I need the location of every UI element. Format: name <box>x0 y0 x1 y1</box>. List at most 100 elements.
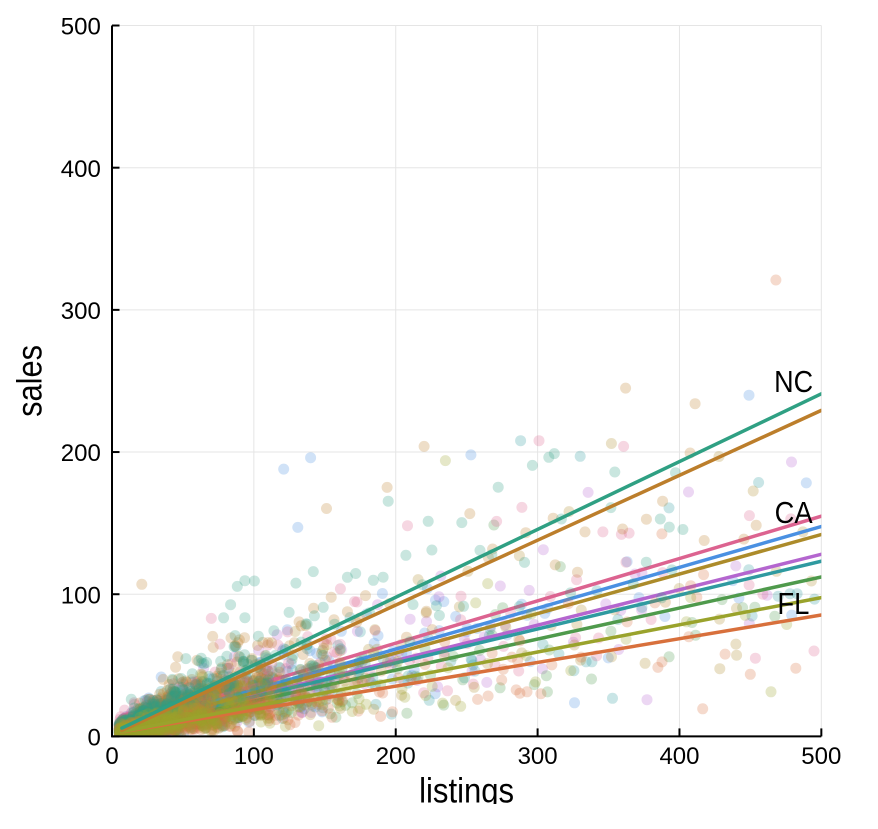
scatter-point <box>419 659 431 670</box>
scatter-point <box>496 674 508 686</box>
scatter-point <box>145 729 157 737</box>
scatter-point <box>535 688 547 700</box>
scatter-point <box>677 524 689 535</box>
scatter-point <box>772 590 784 602</box>
scatter-point <box>341 606 353 618</box>
scatter-point <box>786 456 797 468</box>
scatter-point <box>223 662 235 674</box>
scatter-point <box>273 710 285 721</box>
scatter-point <box>456 517 468 529</box>
scatter-point <box>200 722 212 734</box>
scatter-point <box>151 699 163 711</box>
scatter-point <box>225 599 237 611</box>
scatter-point <box>334 583 346 595</box>
scatter-point <box>645 614 657 625</box>
scatter-point <box>309 701 321 713</box>
scatter-point <box>321 503 332 514</box>
scatter-point <box>359 672 371 684</box>
x-tick-label: 0 <box>105 743 118 770</box>
scatter-point <box>204 673 216 685</box>
scatter-point <box>482 690 494 702</box>
scatter-point <box>159 694 171 706</box>
scatter-point <box>426 624 438 636</box>
scatter-point <box>737 602 749 614</box>
scatter-point <box>283 704 295 716</box>
scatter-point <box>119 712 130 724</box>
scatter-point <box>140 704 152 715</box>
scatter-point <box>209 666 221 678</box>
scatter-point <box>602 652 614 664</box>
scatter-point <box>146 701 158 713</box>
scatter-point <box>714 663 726 675</box>
scatter-point <box>353 693 365 705</box>
scatter-point <box>429 688 441 700</box>
scatter-point <box>554 561 566 573</box>
scatter-point <box>173 687 185 699</box>
scatter-point <box>334 667 346 679</box>
scatter-point <box>142 728 154 737</box>
scatter-point <box>128 698 140 710</box>
scatter-point <box>279 720 291 732</box>
scatter-point <box>597 526 609 538</box>
scatter-point <box>533 435 545 447</box>
scatter-point <box>697 703 709 715</box>
scatter-point <box>649 597 661 609</box>
y-tick-label: 200 <box>61 440 101 467</box>
scatter-point <box>304 709 316 721</box>
scatter-point <box>170 661 182 673</box>
scatter-point <box>137 705 149 717</box>
scatter-point <box>157 695 169 707</box>
scatter-point <box>286 707 298 718</box>
scatter-point <box>214 638 226 650</box>
scatter-point <box>420 605 432 617</box>
scatter-point <box>482 578 494 590</box>
scatter-point <box>296 706 308 718</box>
scatter-point <box>430 600 442 612</box>
scatter-point <box>141 696 153 708</box>
scatter-point <box>126 706 138 718</box>
scatter-point <box>125 708 137 719</box>
scatter-point <box>321 639 333 651</box>
scatter-point <box>698 535 710 546</box>
scatter-point <box>368 646 380 658</box>
scatter-point <box>731 649 743 661</box>
scatter-point <box>753 477 765 488</box>
scatter-point <box>790 662 802 674</box>
scatter-point <box>146 698 158 710</box>
scatter-point <box>423 694 435 706</box>
scatter-point <box>437 697 449 709</box>
scatter-point <box>200 718 212 730</box>
scatter-point <box>165 686 177 698</box>
scatter-point <box>433 610 445 621</box>
scatter-point <box>738 533 750 545</box>
scatter-point <box>295 702 306 714</box>
scatter-point <box>404 613 416 625</box>
scatter-point <box>387 706 398 718</box>
scatter-point <box>494 580 506 592</box>
scatter-point <box>160 726 172 737</box>
scatter-point <box>285 658 297 670</box>
scatter-point <box>481 676 493 688</box>
scatter-point <box>334 643 346 655</box>
scatter-point <box>730 638 742 650</box>
scatter-point <box>580 656 592 668</box>
scatter-point <box>369 624 381 636</box>
scatter-point <box>122 712 134 723</box>
scatter-point <box>266 665 278 677</box>
scatter-point <box>663 651 675 663</box>
scatter-point <box>784 588 796 600</box>
scatter-point <box>565 665 577 677</box>
scatter-point <box>548 448 560 460</box>
scatter-point <box>157 728 169 737</box>
scatter-point <box>138 729 150 737</box>
scatter-point <box>164 683 176 695</box>
scatter-point <box>354 626 366 638</box>
scatter-point <box>143 692 155 704</box>
scatter-point <box>192 719 204 730</box>
scatter-point <box>240 713 252 725</box>
scatter-point <box>207 641 219 653</box>
scatter-point <box>135 705 146 717</box>
scatter-point <box>657 495 669 507</box>
scatter-point <box>404 636 416 648</box>
scatter-point <box>262 639 274 651</box>
